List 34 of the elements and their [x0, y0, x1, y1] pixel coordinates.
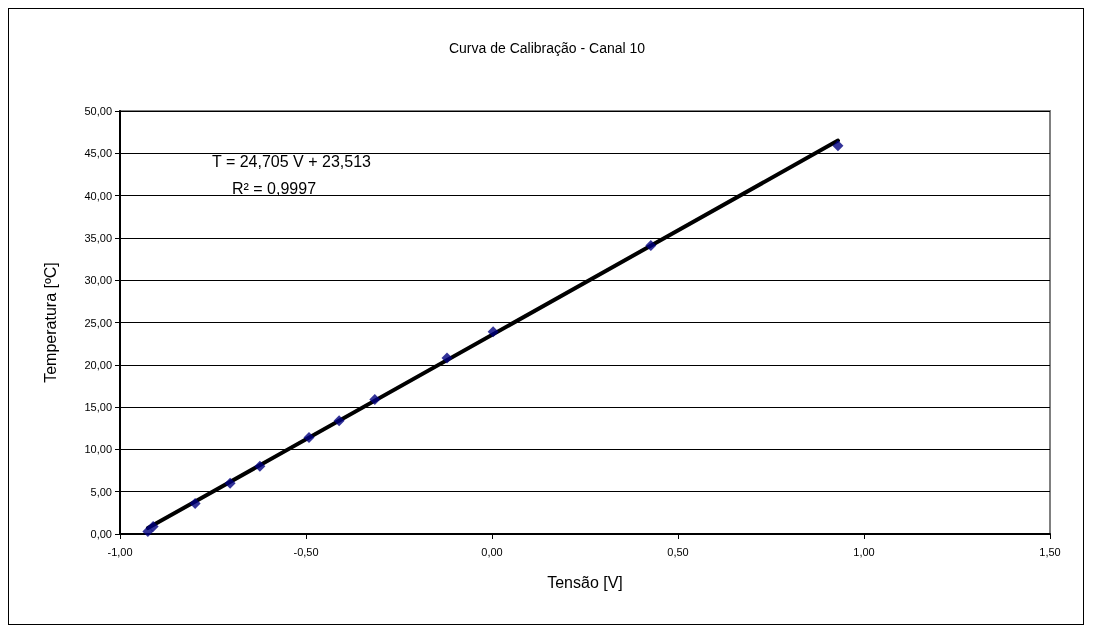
point [189, 498, 201, 510]
point [254, 460, 266, 472]
y-tick-label: 30,00 [84, 274, 112, 287]
y-tick-label: 50,00 [84, 105, 112, 117]
point [645, 240, 657, 252]
point [303, 432, 315, 444]
y-tick-label: 45,00 [84, 147, 112, 160]
y-tick-label: 40,00 [84, 189, 112, 202]
chart-title: Curva de Calibração - Canal 10 [448, 40, 646, 56]
point [441, 352, 453, 364]
x-tick-label: 1,00 [853, 545, 875, 558]
y-tick-label: 15,00 [84, 401, 112, 414]
point [487, 326, 499, 338]
y-tick-label: 10,00 [84, 443, 112, 456]
point [224, 477, 236, 489]
y-tick-label: 35,00 [84, 231, 112, 244]
annotation: T = 24,705 V + 23,513 [212, 152, 372, 170]
point [142, 525, 154, 537]
point [832, 140, 844, 152]
x-tick-label: -1,00 [107, 545, 133, 558]
y-axis-title: Temperatura [ºC] [41, 262, 59, 383]
y-tick-label: 5,00 [90, 485, 112, 498]
x-axis-title: Tensão [V] [547, 573, 623, 591]
y-tick-label: 25,00 [84, 316, 112, 329]
point [333, 415, 345, 427]
x-tick-label: 1,50 [1039, 545, 1061, 558]
point [147, 520, 159, 532]
y-tick-label: 20,00 [84, 358, 112, 371]
y-tick-label: 0,00 [90, 528, 112, 540]
x-tick-label: -0,50 [293, 545, 319, 558]
x-tick-label: 0,00 [481, 545, 503, 558]
annotation: R² = 0,9997 [232, 179, 317, 197]
x-tick-label: 0,50 [667, 545, 689, 558]
point [369, 393, 381, 405]
